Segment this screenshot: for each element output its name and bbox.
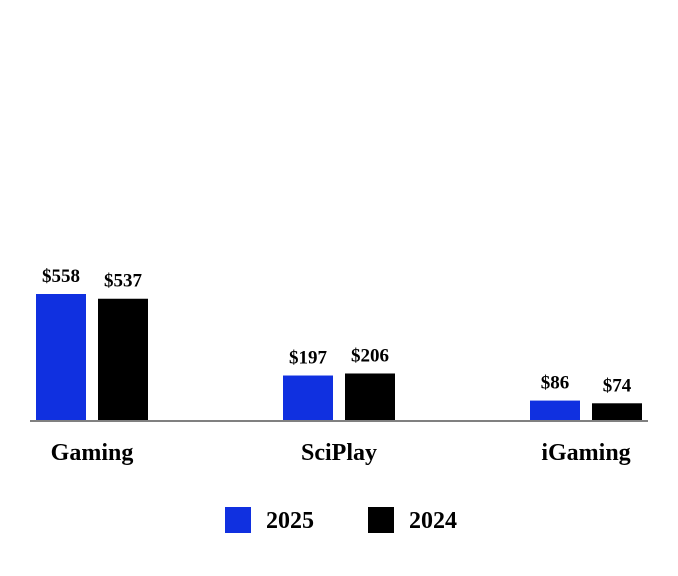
data-label-sciplay-2024: $206 [351, 345, 389, 366]
legend-swatch-2024 [368, 507, 394, 533]
data-label-igaming-2025: $86 [541, 373, 570, 394]
legend: 2025 2024 [225, 507, 457, 534]
bar-sciplay-2025 [283, 375, 333, 420]
bar-sciplay-2024 [345, 373, 395, 420]
bar-igaming-2025 [530, 400, 580, 420]
legend-swatch-2025 [225, 507, 251, 533]
bar-igaming-2024 [592, 403, 642, 420]
data-label-gaming-2025: $558 [42, 266, 80, 287]
category-label-igaming: iGaming [541, 440, 630, 466]
data-labels-group: $558 $537 $197 $206 $86 $74 [42, 266, 632, 396]
bars-group [36, 294, 642, 420]
data-label-sciplay-2025: $197 [289, 348, 328, 369]
category-labels-group: Gaming SciPlay iGaming [51, 440, 631, 466]
legend-label-2025: 2025 [266, 508, 314, 534]
legend-label-2024: 2024 [409, 508, 457, 534]
data-label-igaming-2024: $74 [603, 375, 632, 396]
data-label-gaming-2024: $537 [104, 271, 143, 292]
category-label-sciplay: SciPlay [301, 440, 377, 466]
bar-gaming-2024 [98, 298, 148, 420]
category-label-gaming: Gaming [51, 440, 134, 466]
bar-gaming-2025 [36, 294, 86, 420]
